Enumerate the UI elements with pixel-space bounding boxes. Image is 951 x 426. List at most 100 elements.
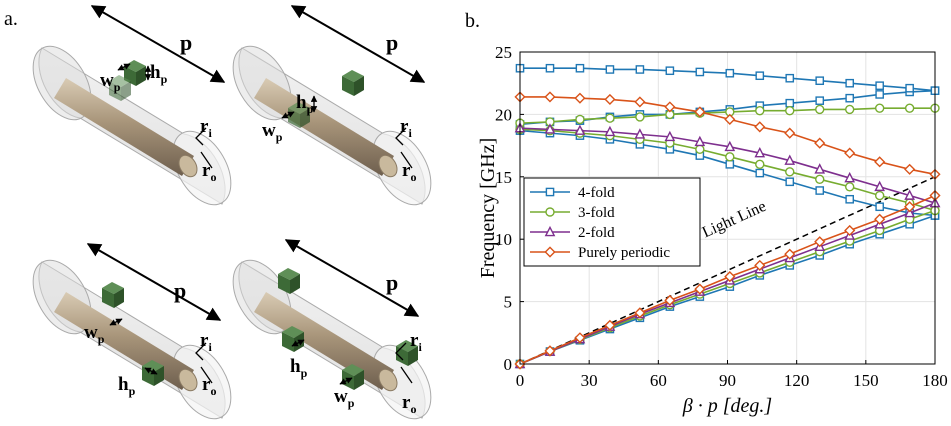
period-arrow	[290, 5, 426, 83]
data-point	[754, 121, 766, 133]
svg-text:wp: wp	[334, 386, 355, 410]
y-axis-label: Frequency [GHz]	[477, 138, 499, 279]
data-point	[634, 128, 646, 139]
data-point	[844, 182, 855, 192]
data-point	[904, 103, 915, 113]
data-point	[724, 140, 736, 152]
legend-label: Purely periodic	[578, 245, 670, 261]
period-arrow	[90, 5, 226, 83]
data-point	[874, 156, 886, 168]
data-point	[874, 103, 885, 113]
data-point	[755, 105, 765, 116]
data-point	[845, 194, 854, 204]
data-point	[755, 71, 765, 81]
data-point	[844, 147, 856, 159]
x-axis-label: β · p [deg.]	[682, 395, 772, 417]
y-tick-label: 5	[504, 293, 513, 312]
svg-text:wp: wp	[262, 120, 283, 144]
data-point	[725, 152, 735, 162]
legend-item: 2-fold	[530, 225, 615, 241]
data-point	[694, 135, 706, 147]
light-line-label: Light Line	[700, 198, 769, 241]
svg-text:ro: ro	[202, 160, 216, 184]
data-point	[754, 146, 766, 158]
svg-text:hp: hp	[150, 62, 168, 86]
data-point	[574, 92, 586, 104]
x-tick-label: 150	[853, 371, 879, 390]
svg-text:ri: ri	[200, 330, 212, 354]
data-point	[574, 124, 586, 135]
data-point	[545, 63, 555, 73]
data-point	[785, 105, 795, 116]
data-point	[604, 125, 616, 137]
data-point	[814, 163, 826, 174]
data-point	[875, 202, 884, 212]
data-point	[755, 168, 765, 178]
data-point	[695, 144, 705, 155]
data-point	[815, 174, 825, 184]
data-point	[635, 112, 645, 122]
data-point	[904, 201, 916, 213]
data-point	[814, 137, 826, 149]
x-tick-label: 90	[719, 371, 736, 390]
data-point	[605, 65, 615, 74]
data-point	[785, 177, 795, 187]
data-point	[695, 67, 705, 77]
series-purely-periodic	[514, 91, 941, 370]
svg-text:ri: ri	[410, 330, 422, 354]
svg-text:ro: ro	[402, 160, 416, 184]
data-point	[845, 93, 854, 103]
y-tick-label: 25	[495, 43, 512, 62]
data-point	[875, 81, 884, 90]
data-point	[724, 271, 736, 283]
period-arrow	[86, 243, 222, 321]
legend-label: 4-fold	[578, 185, 615, 201]
data-point	[815, 186, 825, 195]
data-point	[874, 190, 885, 201]
data-point	[785, 73, 795, 83]
data-point	[664, 101, 676, 113]
data-point	[575, 63, 585, 73]
x-tick-label: 0	[516, 371, 525, 390]
svg-text:ro: ro	[202, 374, 216, 398]
legend-label: 2-fold	[578, 225, 615, 241]
legend-item: 4-fold	[530, 185, 615, 201]
axis-ticks: 0 30 60 90 120 150 180 0 5 10 15 20 25	[495, 43, 948, 390]
period-label: p	[386, 270, 398, 295]
period-arrow	[284, 239, 420, 317]
light-line-path	[519, 176, 936, 365]
data-point	[605, 113, 615, 123]
legend-item: Purely periodic	[530, 245, 670, 261]
data-point	[815, 96, 825, 105]
data-point	[904, 189, 915, 200]
data-point	[544, 246, 556, 258]
svg-text:hp: hp	[296, 92, 314, 116]
data-point	[604, 93, 616, 106]
data-point	[545, 207, 555, 217]
y-tick-label: 10	[495, 230, 512, 249]
data-point	[634, 96, 646, 108]
data-point	[815, 76, 825, 86]
data-point	[904, 206, 915, 218]
x-tick-label: 60	[650, 371, 667, 390]
data-point	[785, 98, 795, 108]
data-point	[784, 154, 796, 165]
data-point	[724, 113, 736, 125]
data-point	[545, 187, 555, 197]
data-point	[844, 224, 856, 237]
data-point	[544, 123, 556, 134]
data-point	[815, 104, 825, 115]
data-point	[845, 78, 854, 88]
legend-item: 3-fold	[530, 205, 615, 221]
data-point	[634, 307, 646, 319]
data-point	[544, 345, 556, 357]
series-layer	[514, 63, 941, 370]
data-point	[694, 283, 706, 295]
data-point	[904, 163, 916, 175]
data-point	[664, 130, 676, 142]
svg-text:wp: wp	[84, 322, 105, 346]
data-point	[725, 160, 735, 169]
data-point	[635, 65, 645, 74]
svg-text:hp: hp	[118, 374, 136, 398]
data-point	[874, 180, 886, 192]
